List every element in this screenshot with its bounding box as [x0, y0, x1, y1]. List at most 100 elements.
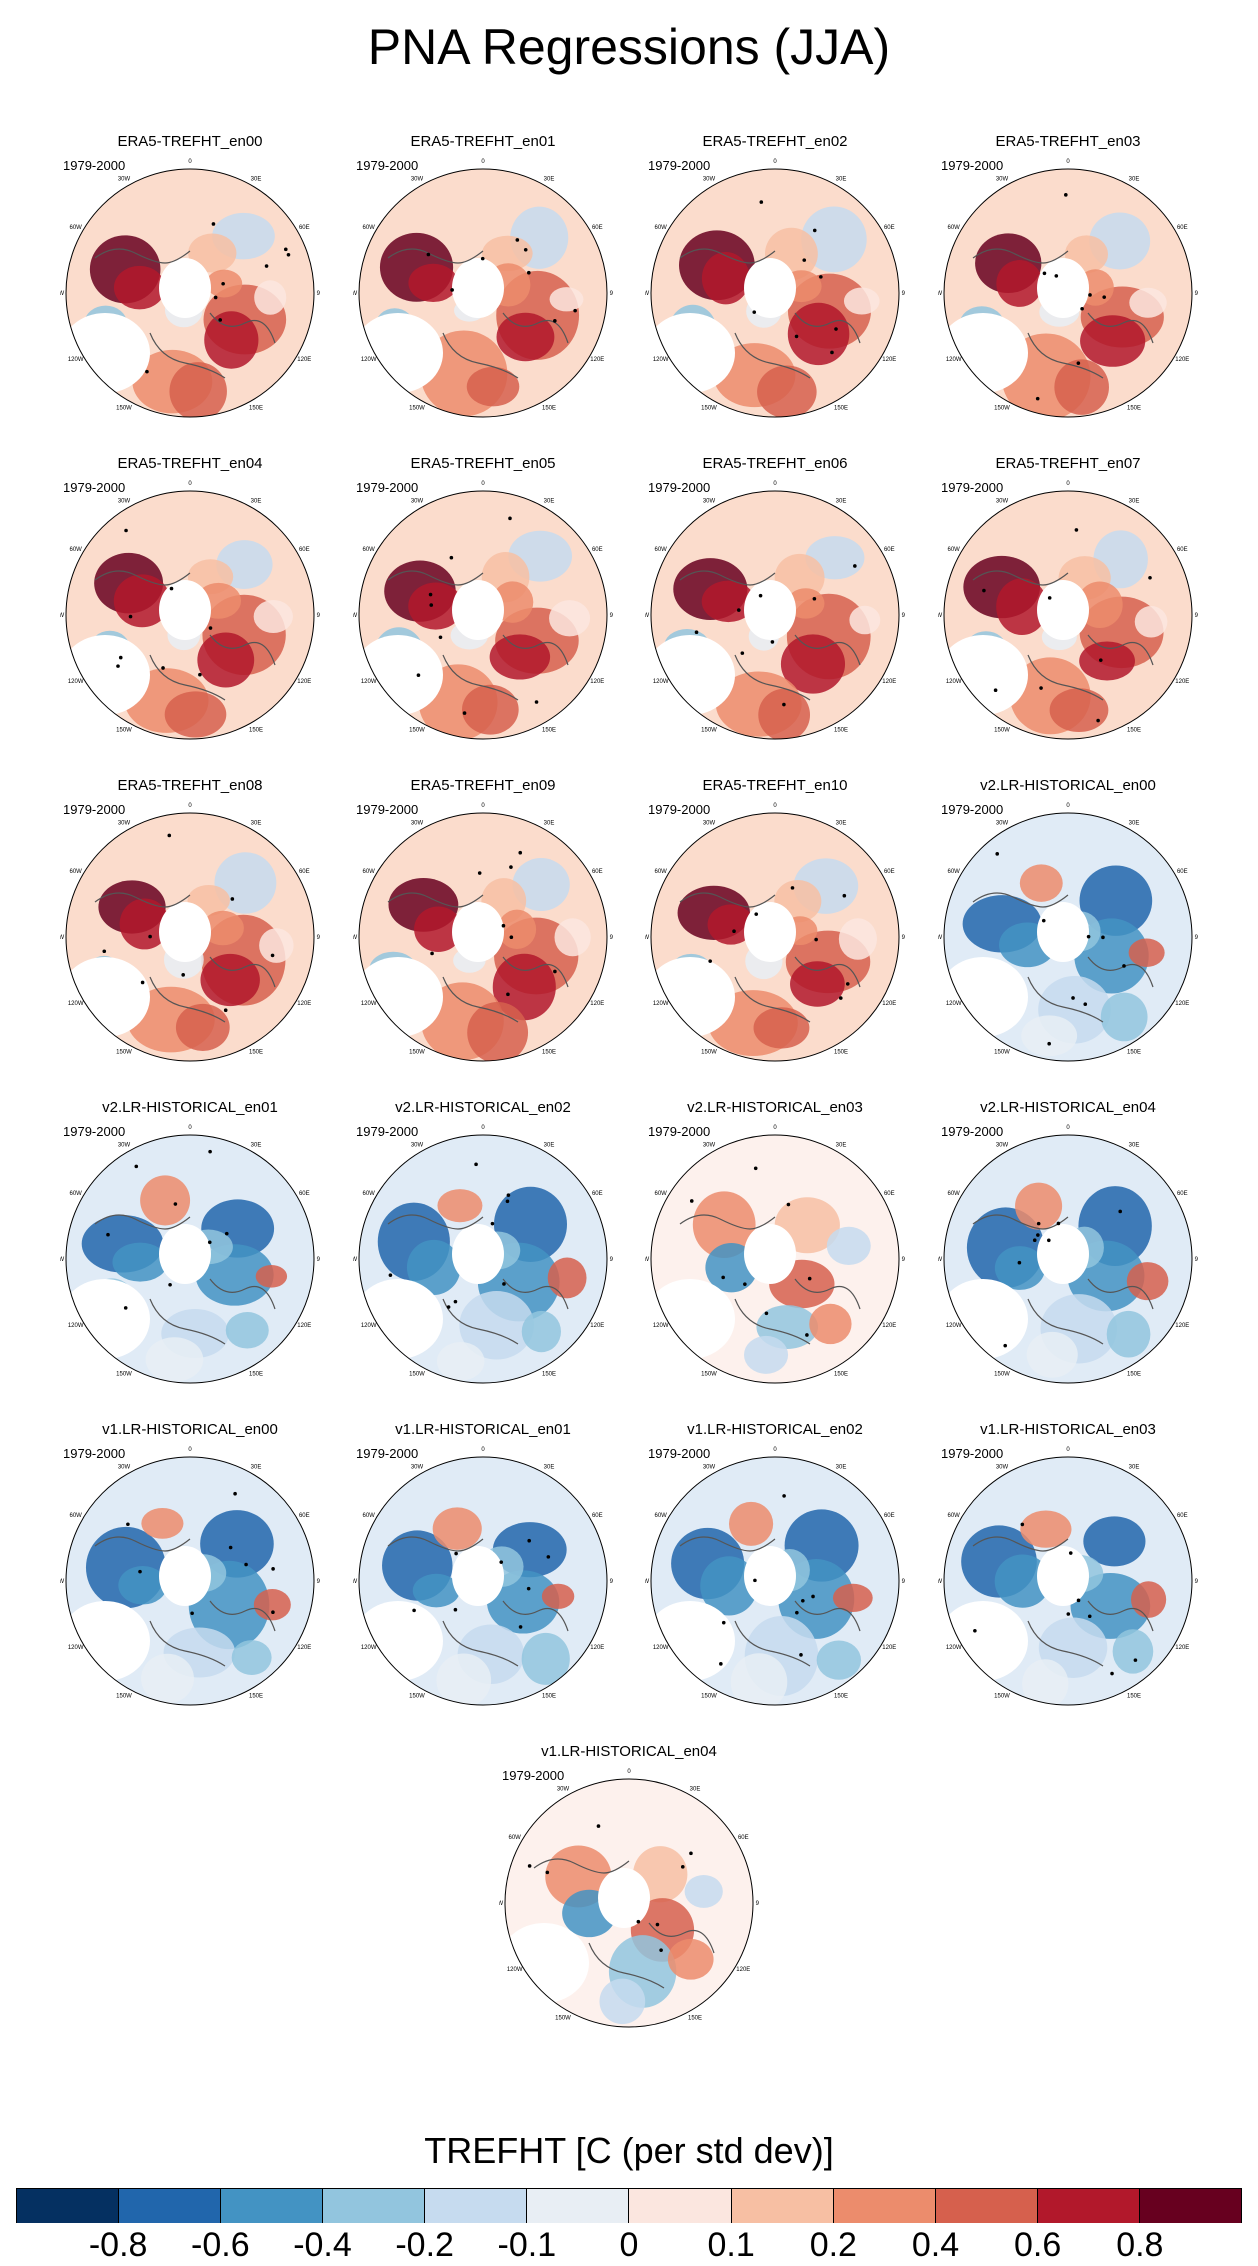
longitude-label: 90E [902, 613, 905, 619]
anomaly-patch [436, 1653, 492, 1705]
longitude-label: 30W [411, 1143, 424, 1149]
anomaly-patch [259, 928, 294, 963]
longitude-label: 0 [481, 159, 485, 165]
polar-map: 180150E120E90E60E30E030W60W90W120W150W [353, 1447, 613, 1706]
map-boundary [504, 1778, 754, 2028]
significance-dot [508, 516, 512, 521]
longitude-label: 30W [703, 1143, 716, 1149]
longitude-label: 30E [251, 1465, 262, 1471]
arctic-ocean-blank [452, 1546, 504, 1606]
significance-dot [1036, 1221, 1041, 1226]
longitude-label: 120E [882, 1645, 896, 1651]
longitude-label: 0 [188, 803, 192, 809]
anomaly-patch [489, 634, 551, 680]
significance-dot [743, 1282, 747, 1286]
map-panel-period: 1979-2000 [648, 1124, 711, 1139]
anomaly-patch [201, 910, 244, 946]
map-panel-period: 1979-2000 [502, 1768, 565, 1783]
map-panel: v1.LR-HISTORICAL_en011979-2000180150E120… [353, 1421, 613, 1711]
anomaly-patch [253, 1589, 291, 1621]
map-boundary [358, 1456, 608, 1706]
atlantic-blank [944, 1601, 1028, 1681]
map-panel-period: 1979-2000 [63, 1124, 126, 1139]
significance-dot [1080, 306, 1084, 311]
longitude-label: 90E [1195, 1579, 1198, 1585]
longitude-label: 60W [948, 225, 961, 231]
map-panel-title: ERA5-TREFHT_en09 [410, 777, 556, 794]
significance-dot [553, 969, 557, 974]
longitude-label: 120W [653, 357, 669, 363]
anomaly-patch [1015, 1182, 1063, 1230]
polar-map: 180150E120E90E60E30E030W60W90W120W150W [60, 803, 320, 1062]
map-panel-period: 1979-2000 [63, 158, 126, 173]
significance-dot [759, 200, 764, 204]
colorbar-segment [16, 2189, 120, 2223]
anomaly-patch [599, 1978, 646, 2025]
anomaly-patch [408, 263, 458, 303]
longitude-label: 90W [645, 291, 650, 297]
longitude-label: 90E [1195, 935, 1198, 941]
atlantic-blank [651, 957, 735, 1037]
longitude-label: 30W [996, 177, 1009, 183]
arctic-ocean-blank [744, 258, 796, 318]
coastline [94, 892, 276, 1023]
significance-dot [118, 655, 123, 660]
anomaly-patch [482, 235, 533, 272]
longitude-label: 90E [610, 1257, 613, 1263]
longitude-label: 150W [409, 1371, 425, 1377]
significance-dot [689, 1199, 694, 1203]
map-panel: ERA5-TREFHT_en071979-2000180150E120E90E6… [938, 455, 1198, 745]
longitude-label: 120E [1175, 679, 1189, 685]
atlantic-blank [651, 635, 735, 715]
polar-map: 180150E120E90E60E30E030W60W90W120W150W [938, 1125, 1198, 1384]
colorbar-segment [527, 2189, 630, 2223]
map-boundary [358, 168, 608, 418]
significance-dot [140, 980, 145, 985]
coastline [387, 1214, 569, 1345]
atlantic-blank [66, 957, 150, 1037]
significance-dot [523, 248, 528, 252]
significance-dot [1036, 1233, 1040, 1237]
colorbar-segment [221, 2189, 324, 2223]
significance-dot [453, 1299, 458, 1304]
significance-dot [116, 664, 120, 668]
anomaly-patch [164, 691, 227, 738]
map-panel: ERA5-TREFHT_en091979-2000180150E120E90E6… [353, 777, 613, 1067]
significance-dot [264, 264, 269, 268]
longitude-label: 60E [1177, 547, 1188, 553]
polar-map: 180150E120E90E60E30E030W60W90W120W150W [60, 159, 320, 418]
anomaly-patch [541, 1583, 575, 1609]
longitude-label: 60E [884, 547, 895, 553]
significance-dot [477, 871, 482, 875]
longitude-label: 60E [1177, 1513, 1188, 1519]
longitude-label: 150E [1127, 1693, 1141, 1699]
significance-dot [553, 319, 557, 323]
longitude-label: 120E [882, 679, 896, 685]
map-panel: ERA5-TREFHT_en081979-2000180150E120E90E6… [60, 777, 320, 1067]
longitude-label: 30E [544, 1143, 555, 1149]
map-panel-title: ERA5-TREFHT_en08 [117, 777, 263, 794]
significance-dot [271, 1610, 275, 1614]
longitude-label: 60E [592, 225, 603, 231]
anomaly-patch [204, 311, 259, 369]
map-panel-period: 1979-2000 [941, 802, 1004, 817]
significance-dot [694, 630, 699, 635]
significance-dot [1041, 918, 1046, 923]
anomaly-patch [787, 302, 850, 366]
anomaly-patch [437, 1189, 483, 1223]
anomaly-patch [994, 1554, 1051, 1608]
significance-dot [814, 937, 818, 942]
longitude-label: 30W [703, 499, 716, 505]
significance-dot [102, 949, 107, 954]
arctic-ocean-blank [1037, 580, 1089, 640]
longitude-label: 120E [297, 1645, 311, 1651]
longitude-label: 90E [317, 291, 320, 297]
coastline [387, 892, 569, 1023]
longitude-label: 30E [836, 177, 847, 183]
anomaly-patch [547, 1257, 587, 1299]
longitude-label: 90E [756, 1901, 759, 1907]
polar-map: 180150E120E90E60E30E030W60W90W120W150W [938, 481, 1198, 740]
anomaly-patch [667, 1938, 714, 1980]
map-boundary [65, 168, 315, 418]
anomaly-patch [996, 578, 1048, 636]
